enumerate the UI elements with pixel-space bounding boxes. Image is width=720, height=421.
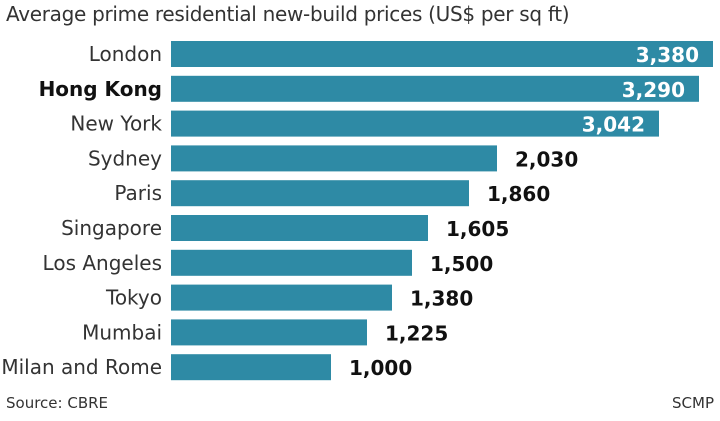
value-label: 3,042	[582, 113, 645, 137]
bar-row: Los Angeles 1,500	[43, 249, 493, 276]
category-label: Tokyo	[105, 286, 162, 310]
bar-row: Paris 1,860	[114, 180, 550, 207]
bar	[171, 319, 367, 346]
category-label: Singapore	[61, 216, 162, 240]
category-label: Paris	[114, 181, 162, 205]
credit-note: SCMP	[672, 394, 714, 412]
value-label: 1,000	[349, 356, 412, 380]
bar	[171, 284, 392, 311]
bar-row: Mumbai 1,225	[82, 319, 448, 346]
value-label: 2,030	[515, 147, 578, 171]
category-label: Hong Kong	[39, 77, 162, 101]
category-label: Los Angeles	[43, 251, 162, 275]
value-label: 1,225	[385, 321, 448, 345]
bar-row: London 3,380	[89, 41, 713, 67]
value-label: 1,380	[410, 287, 473, 311]
value-label: 1,605	[446, 217, 509, 241]
bar	[171, 110, 659, 137]
bar	[171, 75, 699, 102]
chart-title: Average prime residential new-build pric…	[6, 2, 570, 26]
bar	[171, 145, 497, 172]
value-label: 3,290	[622, 78, 685, 102]
category-label: Sydney	[88, 146, 162, 170]
bar	[171, 180, 469, 207]
bar-row: New York 3,042	[70, 110, 659, 137]
bar-row: Milan and Rome 1,000	[1, 354, 412, 381]
value-label: 1,860	[487, 182, 550, 206]
bar	[171, 249, 412, 276]
bar-row: Tokyo 1,380	[105, 284, 473, 311]
category-label: Mumbai	[82, 320, 162, 344]
value-label: 3,380	[636, 43, 699, 67]
bar-row: Hong Kong 3,290	[39, 75, 699, 102]
bar	[171, 41, 713, 67]
bar-row: Singapore 1,605	[61, 215, 509, 241]
category-label: Milan and Rome	[1, 355, 162, 379]
category-label: New York	[70, 112, 162, 136]
bar	[171, 215, 428, 241]
category-label: London	[89, 42, 162, 66]
source-note: Source: CBRE	[6, 394, 109, 412]
bar	[171, 354, 331, 381]
bar-row: Sydney 2,030	[88, 145, 578, 172]
value-label: 1,500	[430, 252, 493, 276]
